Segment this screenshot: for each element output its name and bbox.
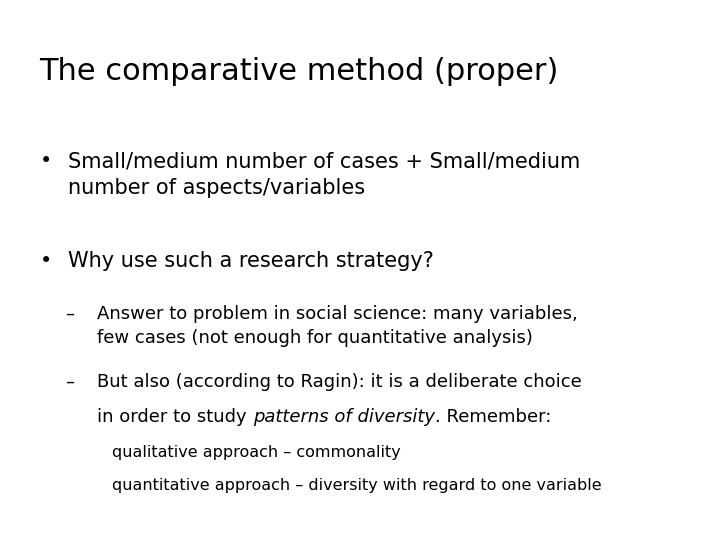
- Text: Why use such a research strategy?: Why use such a research strategy?: [68, 251, 434, 271]
- Text: quantitative approach – diversity with regard to one variable: quantitative approach – diversity with r…: [112, 478, 601, 493]
- Text: The comparative method (proper): The comparative method (proper): [40, 57, 559, 86]
- Text: Small/medium number of cases + Small/medium
number of aspects/variables: Small/medium number of cases + Small/med…: [68, 151, 580, 198]
- Text: patterns of diversity: patterns of diversity: [253, 408, 435, 426]
- Text: in order to study: in order to study: [97, 408, 253, 426]
- Text: qualitative approach – commonality: qualitative approach – commonality: [112, 446, 400, 461]
- Text: –: –: [65, 373, 73, 390]
- Text: . Remember:: . Remember:: [435, 408, 551, 426]
- Text: •: •: [40, 151, 52, 171]
- Text: –: –: [65, 305, 73, 323]
- Text: •: •: [40, 251, 52, 271]
- Text: Answer to problem in social science: many variables,
few cases (not enough for q: Answer to problem in social science: man…: [97, 305, 578, 347]
- Text: But also (according to Ragin): it is a deliberate choice: But also (according to Ragin): it is a d…: [97, 373, 582, 390]
